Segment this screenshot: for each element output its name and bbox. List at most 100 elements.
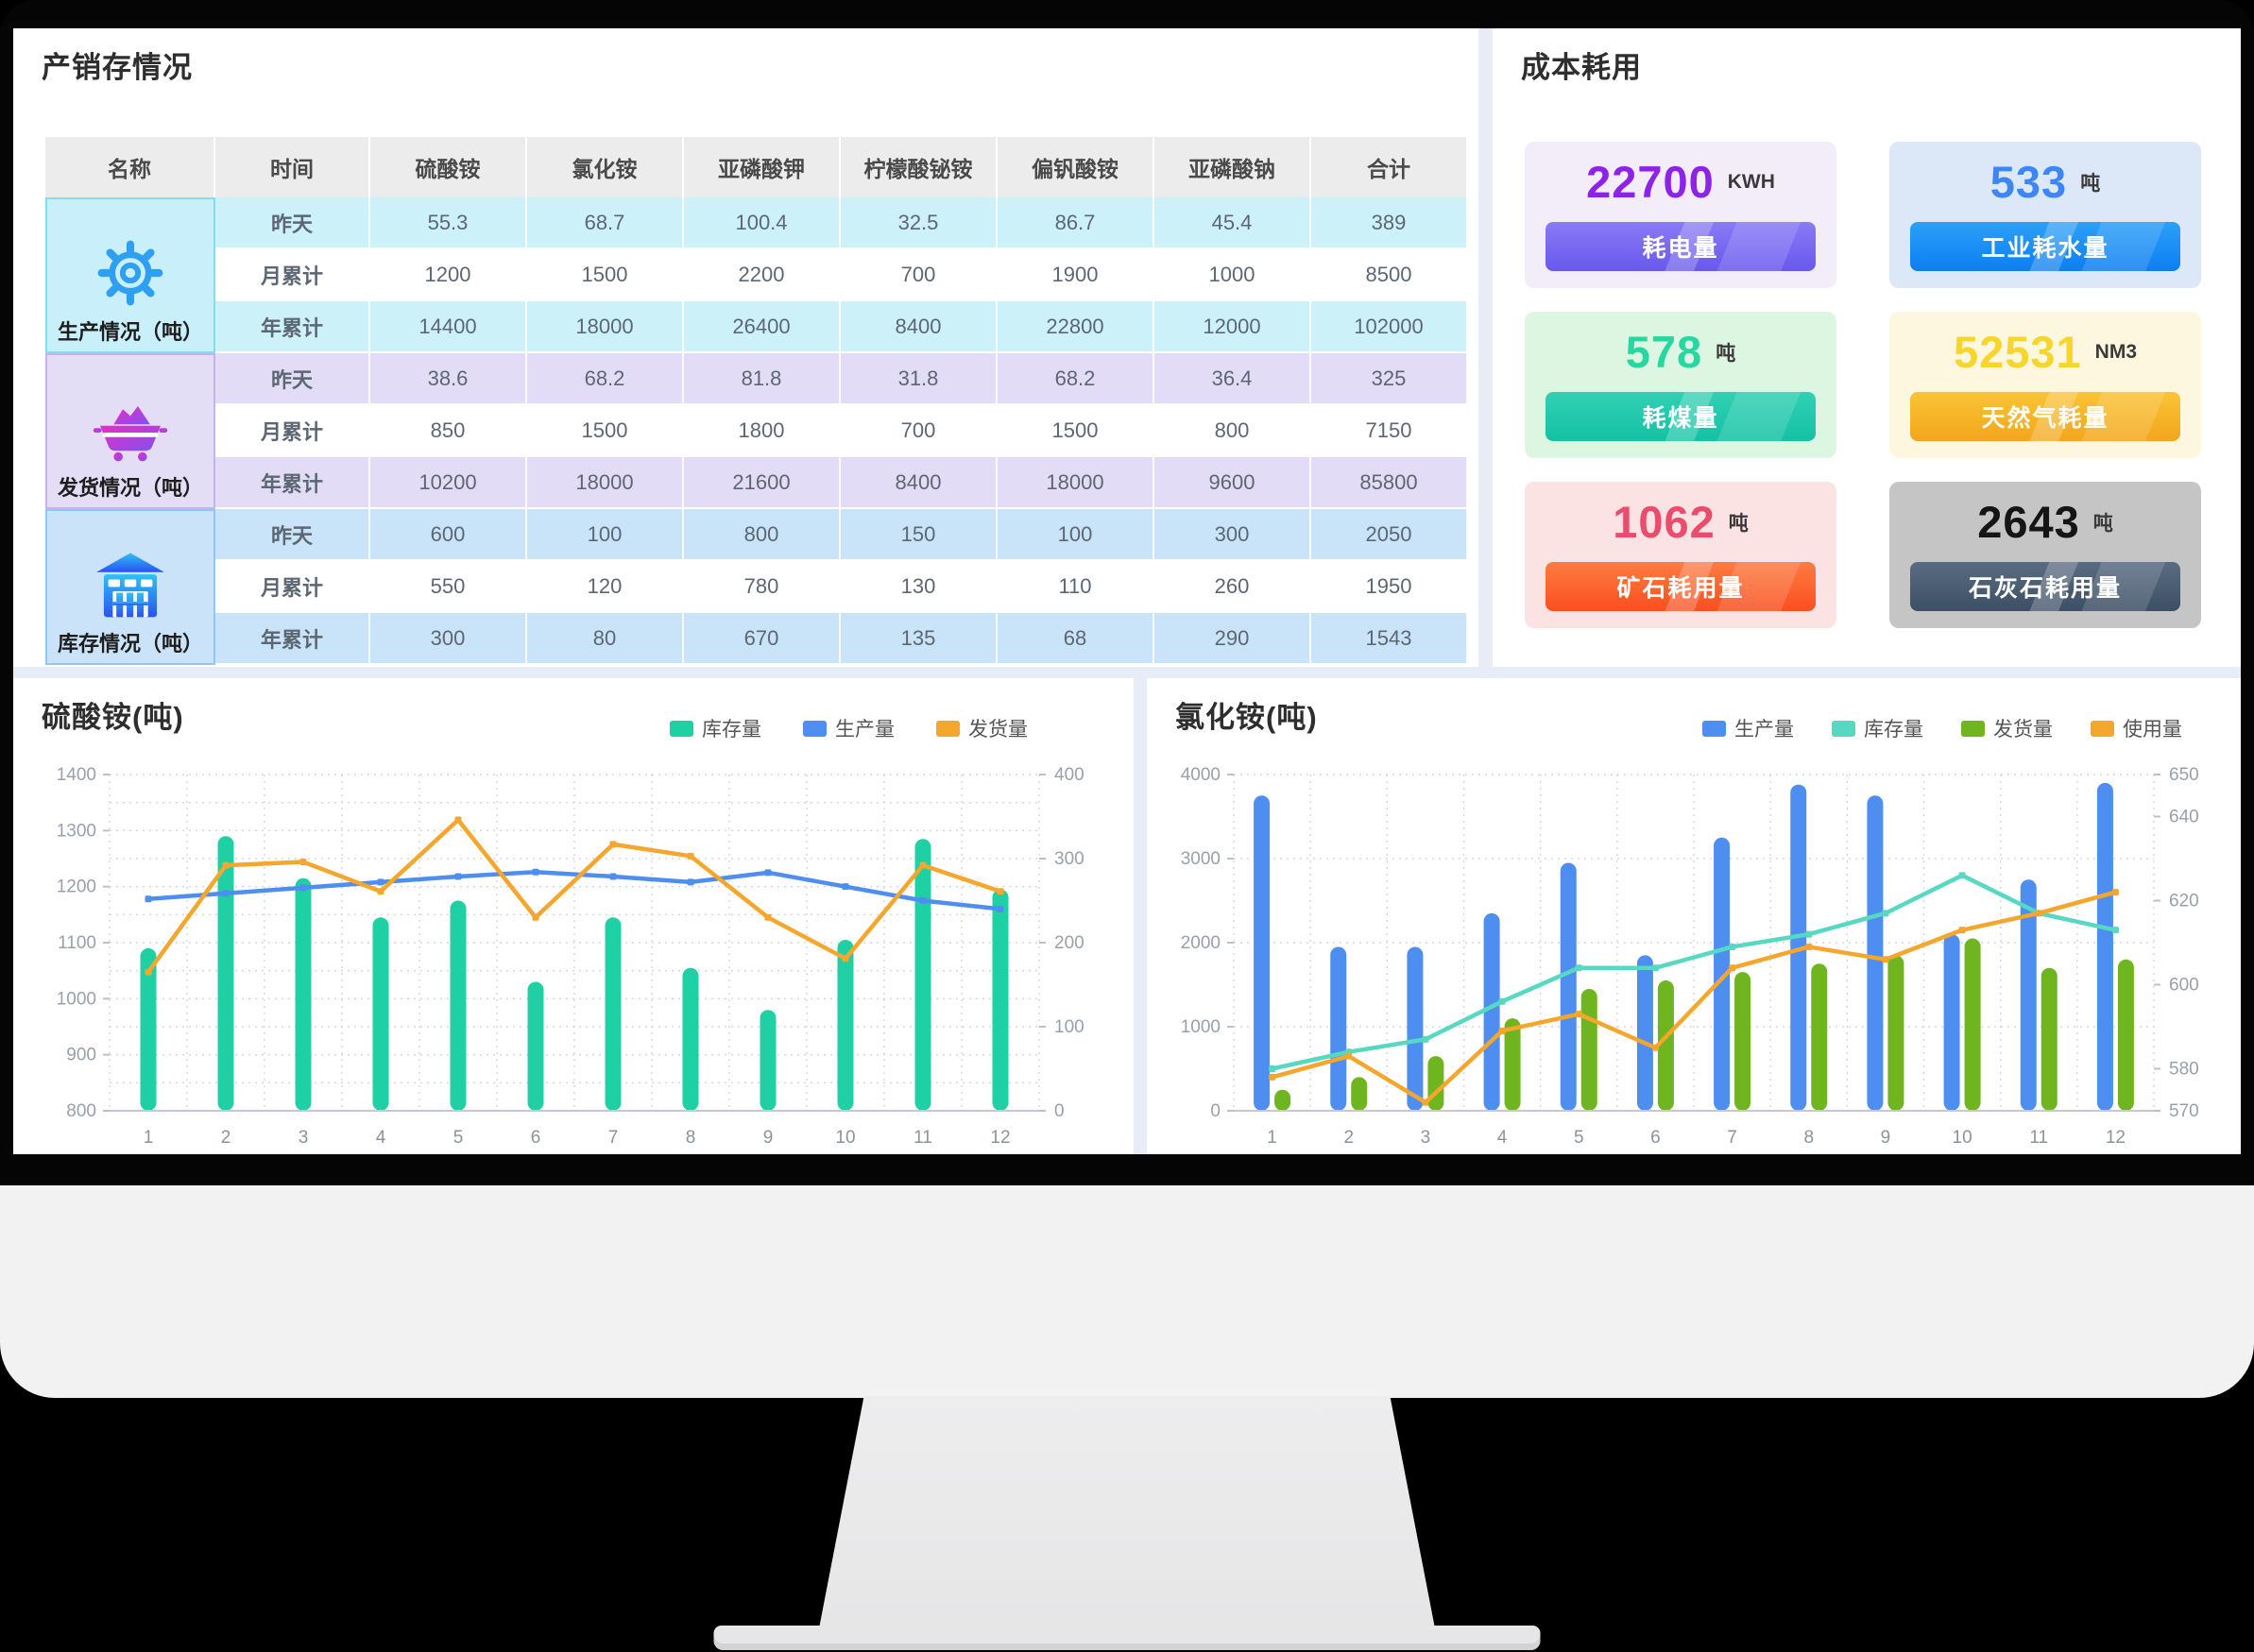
monitor-chin: [0, 1185, 2254, 1398]
svg-text:5: 5: [453, 1128, 464, 1148]
table-cell: 55.3: [370, 197, 527, 249]
line-series-发货量: [145, 816, 1004, 976]
bar-series-发货量: [1274, 938, 2134, 1111]
table-cell: 700: [841, 249, 998, 301]
table-cell: 7150: [1311, 405, 1468, 457]
svg-text:2000: 2000: [1181, 933, 1221, 953]
cost-cards: 22700 KWH 耗电量 533 吨工业耗水量 578 吨耗煤量 52531 NM3 天然气耗量…: [1525, 142, 2201, 628]
column-header: 合计: [1311, 137, 1468, 197]
sulfate-chart-svg: 800 900 1000 1100 1200 1300 1400 0 100 200 300 400 1…: [57, 765, 1084, 1148]
cost-panel: 成本耗用 22700 KWH 耗电量 533 吨工业耗水量 578 吨耗煤量 52531 NM3…: [1493, 28, 2241, 667]
time-cell: 昨天: [215, 509, 370, 561]
svg-text:9: 9: [1881, 1128, 1891, 1148]
column-header: 氯化铵: [527, 137, 684, 197]
group-name-cell: 库存情况（吨）: [45, 509, 215, 665]
legend-label: 库存量: [702, 719, 761, 741]
cost-card-label-bar: 工业耗水量: [1910, 222, 2180, 271]
svg-text:100: 100: [1054, 1017, 1084, 1037]
cost-card: 52531 NM3 天然气耗量: [1889, 312, 2201, 458]
table-cell: 36.4: [1154, 353, 1311, 405]
legend-item[interactable]: 发货量: [1961, 714, 2053, 742]
table-cell: 68: [998, 613, 1154, 665]
sulfate-chart-panel: 硫酸铵(吨) 库存量 生产量 发货量 800 900 1000 1100 1200 1300 1…: [13, 678, 1134, 1154]
cost-card-label: 工业耗水量: [1981, 235, 2109, 262]
cost-card-value: 2643: [1977, 497, 2080, 547]
table-cell: 80: [527, 613, 684, 665]
legend-item[interactable]: 发货量: [936, 714, 1028, 742]
table-cell: 1900: [998, 249, 1154, 301]
svg-text:2: 2: [1343, 1128, 1354, 1148]
table-cell: 102000: [1311, 301, 1468, 353]
table-cell: 18000: [998, 457, 1154, 509]
table-cell: 700: [841, 405, 998, 457]
time-cell: 月累计: [215, 561, 370, 613]
svg-text:0: 0: [1210, 1101, 1221, 1121]
table-cell: 550: [370, 561, 527, 613]
bar-series-库存量: [140, 836, 1009, 1111]
cost-card-unit: 吨: [1716, 342, 1736, 365]
cost-card-label: 耗电量: [1642, 235, 1719, 262]
svg-text:10: 10: [835, 1128, 855, 1148]
svg-text:7: 7: [608, 1128, 619, 1148]
svg-text:3000: 3000: [1181, 849, 1221, 869]
svg-text:11: 11: [914, 1128, 932, 1148]
cost-card-value: 578: [1625, 327, 1703, 377]
table-cell: 300: [370, 613, 527, 665]
table-cell: 22800: [998, 301, 1154, 353]
table-row: 月累计 850 1500 1800 700 1500 800 7150: [45, 405, 1468, 457]
legend-chip: [2091, 720, 2114, 737]
table-cell: 1950: [1311, 561, 1468, 613]
column-header: 亚磷酸钠: [1154, 137, 1311, 197]
table-cell: 10200: [370, 457, 527, 509]
table-cell: 389: [1311, 197, 1468, 249]
cost-card-label-bar: 石灰石耗用量: [1910, 562, 2180, 611]
legend-item[interactable]: 生产量: [803, 714, 895, 742]
cost-card-label: 矿石耗用量: [1616, 575, 1745, 602]
sulfate-chart-title: 硫酸铵(吨): [42, 701, 184, 734]
table-cell: 110: [998, 561, 1154, 613]
table-cell: 1500: [527, 405, 684, 457]
chloride-chart-title: 氯化铵(吨): [1175, 701, 1318, 734]
table-cell: 38.6: [370, 353, 527, 405]
bar-series-生产量: [1254, 782, 2113, 1111]
cost-card-value-row: 533 吨: [1889, 142, 2201, 222]
sulfate-chart-legend: 库存量 生产量 发货量: [670, 714, 1028, 742]
legend-chip: [1832, 720, 1855, 737]
legend-item[interactable]: 使用量: [2091, 714, 2182, 742]
table-cell: 100: [998, 509, 1154, 561]
legend-label: 发货量: [1993, 719, 2053, 741]
table-cell: 260: [1154, 561, 1311, 613]
table-row: 年累计 300 80 670 135 68 290 1543: [45, 613, 1468, 665]
line-series-生产量: [145, 868, 1004, 912]
table-cell: 600: [370, 509, 527, 561]
table-head: 名称 时间 硫酸铵 氯化铵 亚磷酸钾 柠檬酸铋铵 偏钒酸铵 亚磷酸钠 合计: [45, 137, 1468, 197]
table-body: 生产情况（吨） 昨天 55.3 68.7 100.4 32.5 86.7 45.4 389 月累计…: [45, 197, 1468, 665]
legend-item[interactable]: 库存量: [1832, 714, 1923, 742]
cost-card-unit: 吨: [1728, 512, 1749, 535]
cost-card-label-bar: 耗电量: [1545, 222, 1816, 271]
table-cell: 2200: [684, 249, 841, 301]
table-cell: 670: [684, 613, 841, 665]
svg-text:3: 3: [299, 1128, 309, 1148]
cost-card-value: 22700: [1586, 157, 1715, 207]
table-cell: 1500: [998, 405, 1154, 457]
cost-card-value: 1062: [1613, 497, 1716, 547]
legend-item[interactable]: 生产量: [1702, 714, 1794, 742]
svg-text:640: 640: [2169, 808, 2199, 827]
dashboard-screen: 产销存情况 名称 时间 硫酸铵 氯化铵 亚磷酸钾 柠檬酸铋铵 偏钒酸铵 亚磷酸钠 合计 生产情况…: [13, 28, 2241, 1154]
svg-text:300: 300: [1054, 849, 1084, 869]
line-series-使用量: [1269, 889, 2119, 1106]
table-cell: 85800: [1311, 457, 1468, 509]
group-name-label: 库存情况（吨）: [57, 632, 203, 656]
svg-text:7: 7: [1727, 1128, 1737, 1148]
production-table: 名称 时间 硫酸铵 氯化铵 亚磷酸钾 柠檬酸铋铵 偏钒酸铵 亚磷酸钠 合计 生产情况（吨） 昨天 5…: [45, 137, 1468, 665]
table-cell: 300: [1154, 509, 1311, 561]
svg-text:3: 3: [1421, 1128, 1431, 1148]
table-cell: 135: [841, 613, 998, 665]
legend-item[interactable]: 库存量: [670, 714, 761, 742]
time-cell: 年累计: [215, 457, 370, 509]
cost-card: 2643 吨石灰石耗用量: [1889, 482, 2201, 628]
gear-icon: [97, 240, 163, 306]
